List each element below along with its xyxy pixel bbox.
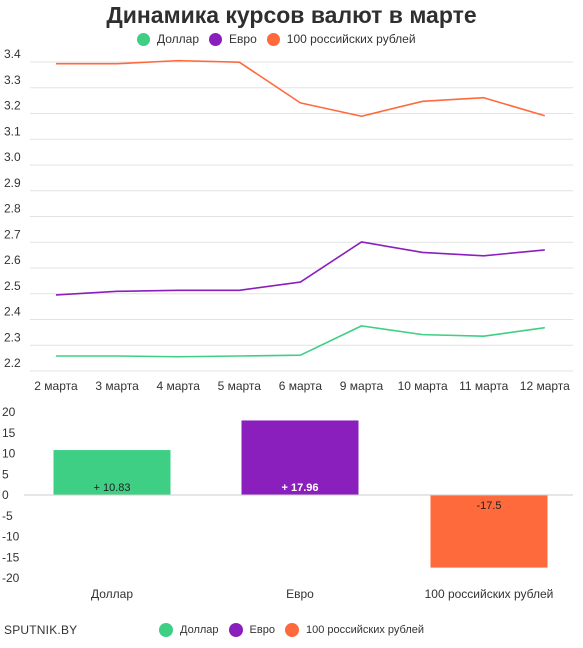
bottom-legend-item-rub: 100 российских рублей: [284, 623, 425, 637]
bar-data-label-2: -17.5: [476, 500, 501, 512]
bar-category-label-1: Евро: [286, 587, 314, 601]
legend-dot-eur: [209, 32, 223, 46]
bar-y-tick-label-7: -15: [2, 550, 20, 564]
bar-y-tick-label-6: -10: [2, 530, 20, 544]
bar-category-label-2: 100 российских рублей: [425, 587, 554, 601]
source-label: SPUTNIK.BY: [4, 623, 78, 637]
legend-item-usd: Доллар: [137, 32, 199, 46]
bottom-legend-label-eur: Евро: [249, 624, 275, 636]
bar-y-tick-label-2: 10: [2, 447, 16, 461]
top-legend: Доллар Евро 100 российских рублей: [137, 32, 426, 46]
chart-title: Динамика курсов валют в марте: [106, 2, 477, 28]
bar-y-tick-label-0: 20: [2, 405, 16, 419]
y-tick-label-6: 2.8: [4, 202, 21, 216]
bar-chart: 20 15 10 5 0 -5 -10 -15 -20 + 10.83 Доллар + 17.96 Е…: [2, 405, 573, 601]
x-tick-label-1: 3 марта: [95, 379, 139, 393]
legend-item-eur: Евро: [209, 32, 257, 46]
y-tick-label-11: 2.3: [4, 330, 21, 344]
y-tick-label-1: 3.3: [4, 73, 21, 87]
y-tick-label-10: 2.4: [4, 305, 21, 319]
bottom-legend-dot-eur: [228, 623, 243, 637]
y-tick-label-2: 3.2: [4, 99, 21, 113]
bar-data-label-0: + 10.83: [93, 482, 130, 494]
series-line-2: [56, 59, 546, 118]
y-tick-label-5: 2.9: [4, 176, 21, 190]
legend-label-rub: 100 российских рублей: [286, 32, 416, 46]
y-tick-label-12: 2.2: [4, 356, 21, 370]
x-tick-label-2: 4 марта: [157, 379, 201, 393]
y-tick-label-4: 3.0: [4, 150, 21, 164]
bar-y-tick-label-3: 5: [2, 467, 9, 481]
y-tick-label-9: 2.5: [4, 279, 21, 293]
bottom-legend-label-usd: Доллар: [180, 624, 219, 636]
line-chart: 3.4 3.3 3.2 3.1 3.0 2.9 2.8 2.7 2.6 2.5 2.4 2.3 2.2 2…: [4, 47, 573, 393]
legend-dot-usd: [137, 32, 150, 46]
bar-y-tick-label-1: 15: [2, 426, 16, 440]
bar-1: [241, 420, 359, 495]
x-tick-label-0: 2 марта: [34, 379, 78, 393]
x-tick-label-7: 11 марта: [459, 379, 508, 393]
x-tick-label-3: 5 марта: [218, 379, 262, 393]
y-tick-label-0: 3.4: [4, 47, 21, 61]
bottom-legend-dot-rub: [284, 623, 299, 637]
series-line-0: [56, 325, 545, 358]
bar-y-tick-label-4: 0: [2, 488, 9, 502]
legend-label-usd: Доллар: [157, 32, 200, 46]
bar-2: [430, 495, 548, 568]
bar-y-tick-label-8: -20: [2, 571, 20, 585]
bar-y-tick-label-5: -5: [2, 509, 13, 523]
bottom-legend: Доллар Евро 100 российских рублей: [159, 623, 434, 637]
x-tick-label-4: 6 марта: [279, 379, 323, 393]
x-tick-label-6: 10 марта: [398, 379, 448, 393]
bottom-legend-dot-usd: [159, 623, 173, 637]
y-tick-label-7: 2.7: [4, 227, 21, 241]
bar-category-label-0: Доллар: [91, 587, 133, 601]
legend-item-rub: 100 российских рублей: [266, 32, 416, 46]
legend-dot-rub: [266, 32, 280, 46]
y-tick-label-8: 2.6: [4, 253, 21, 267]
bar-data-label-1: + 17.96: [281, 482, 318, 494]
bottom-legend-label-rub: 100 российских рублей: [305, 624, 425, 636]
bottom-legend-item-eur: Евро: [228, 623, 275, 637]
x-tick-label-5: 9 марта: [340, 379, 384, 393]
x-tick-label-8: 12 марта: [520, 379, 570, 393]
bar-0: [53, 450, 171, 495]
legend-label-eur: Евро: [229, 32, 257, 46]
bottom-legend-item-usd: Доллар: [159, 623, 219, 637]
y-tick-label-3: 3.1: [4, 124, 21, 138]
